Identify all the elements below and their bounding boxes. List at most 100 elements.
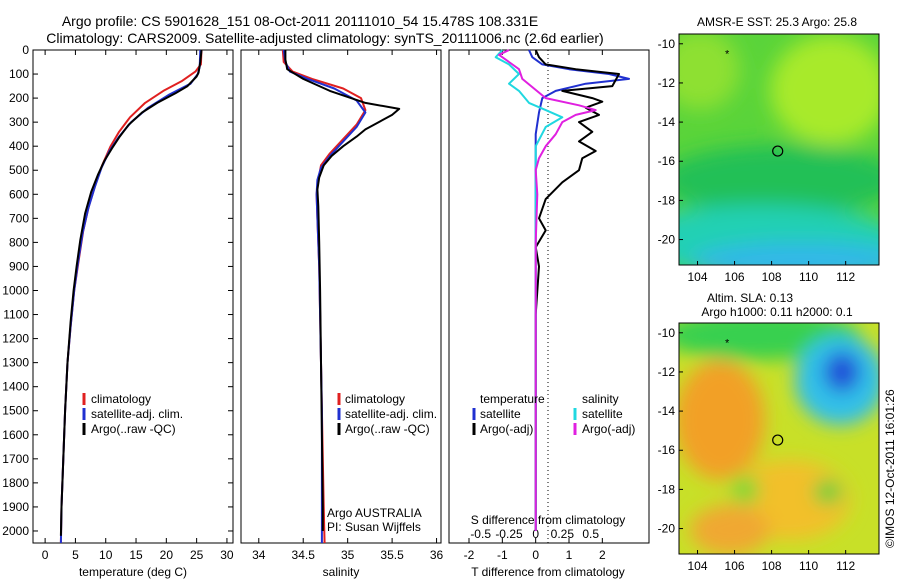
- depth-tick-label: 1600: [2, 428, 29, 442]
- x-tick-label: 15: [129, 548, 143, 562]
- sst-warm-patch: [770, 35, 879, 145]
- t-difference-xlabel: T difference from climatology: [471, 565, 625, 579]
- depth-tick-label: 1300: [2, 356, 29, 370]
- difference-axes-frame: [448, 49, 650, 544]
- depth-tick-label: 2000: [2, 524, 29, 538]
- sst-map-title: AMSR-E SST: 25.3 Argo: 25.8: [697, 15, 857, 29]
- imos-timestamp: ©IMOS 12-Oct-2011 16:01:26: [883, 389, 897, 548]
- sst-map-frame: [678, 33, 880, 266]
- depth-tick-label: 1500: [2, 404, 29, 418]
- legend-sal-satellite: satellite: [582, 407, 623, 421]
- sla-map-axes: 104 106 108 110 112 -10 -12 -14 -16 -18 -20: [658, 326, 856, 573]
- sst-heatmap: [679, 34, 879, 265]
- x-tick-label: 35: [341, 548, 355, 562]
- salinity-axes-frame: [240, 49, 442, 544]
- depth-tick-label: 1700: [2, 452, 29, 466]
- sla-lowest-patch: [824, 352, 860, 392]
- s-tick-label: 0: [532, 527, 539, 541]
- sla-high-patch: [690, 505, 770, 554]
- depth-tick-label: 1200: [2, 332, 29, 346]
- depth-tick-label: 200: [9, 91, 29, 105]
- map-x-tick-label: 106: [725, 559, 745, 573]
- series-line-temperature-argo: [534, 49, 620, 531]
- t-difference-axis: -2 -1 0 1 2: [464, 50, 606, 562]
- depth-tick-label: 1800: [2, 476, 29, 490]
- sst-warm-patch: [679, 34, 740, 110]
- temperature-axis: 0 5 10 15 20 25 30: [42, 50, 234, 562]
- legend-label-satellite: satellite-adj. clim.: [91, 407, 183, 421]
- s-tick-label: 0.25: [551, 527, 575, 541]
- map-x-tick-label: 108: [762, 270, 782, 284]
- sst-cool-band: [679, 145, 879, 215]
- sla-map-frame: [678, 322, 880, 555]
- map-y-tick-label: -12: [658, 365, 676, 379]
- depth-tick-label: 1400: [2, 380, 29, 394]
- map-y-tick-label: -12: [658, 76, 676, 90]
- depth-tick-label: 700: [9, 211, 29, 225]
- sst-map-axes: 104 106 108 110 112 -10 -12 -14 -16 -18 -20: [658, 37, 856, 284]
- legend-temp-satellite: satellite: [480, 407, 521, 421]
- depth-tick-label: 400: [9, 139, 29, 153]
- legend-label-climatology: climatology: [91, 392, 151, 406]
- salinity-series: [281, 49, 401, 544]
- salinity-xlabel: salinity: [323, 565, 360, 579]
- annotation-argo-australia: Argo AUSTRALIA: [327, 506, 422, 520]
- x-tick-label: 2: [599, 548, 606, 562]
- map-y-tick-label: -10: [658, 37, 676, 51]
- sla-mid-patch: [731, 476, 759, 504]
- header-line-1: Argo profile: CS 5901628_151 08-Oct-2011…: [62, 13, 538, 29]
- s-difference-xlabel: S difference from climatology: [471, 513, 626, 527]
- map-y-tick-label: -20: [658, 522, 676, 536]
- map-x-tick-label: 110: [799, 559, 818, 573]
- x-tick-label: 30: [220, 548, 234, 562]
- difference-panel: -2 -1 0 1 2 -0.5 -0.25 0 0.25 0.5 S difference f…: [448, 49, 650, 579]
- argo-location-marker: [772, 145, 784, 157]
- x-tick-label: 0: [42, 548, 49, 562]
- temperature-legend: climatology satellite-adj. clim. Argo(..…: [82, 392, 183, 436]
- map-x-tick-label: 110: [799, 270, 818, 284]
- sla-map-title-2: Argo h1000: 0.11 h2000: 0.1: [701, 305, 853, 319]
- map-x-tick-label: 112: [836, 270, 855, 284]
- depth-tick-label: 300: [9, 115, 29, 129]
- depth-tick-label: 500: [9, 163, 29, 177]
- legend-label-argo: Argo(..raw -QC): [91, 422, 176, 436]
- x-tick-label: 34: [252, 548, 266, 562]
- sla-map-markers: *: [725, 338, 784, 446]
- s-tick-label: 0.5: [582, 527, 599, 541]
- x-tick-label: 36: [430, 548, 444, 562]
- x-tick-label: 34.5: [292, 548, 316, 562]
- sst-cold-band: [690, 242, 879, 265]
- difference-series: [494, 49, 630, 531]
- s-tick-label: -0.5: [470, 527, 491, 541]
- series-line-argo-raw-qc-: [284, 50, 401, 531]
- sla-heatmap: [679, 323, 879, 554]
- map-x-tick-label: 106: [725, 270, 745, 284]
- depth-tick-label: 900: [9, 259, 29, 273]
- temperature-axes-frame: [32, 49, 234, 544]
- x-tick-label: 0: [532, 548, 539, 562]
- series-line-salinity-argo: [498, 49, 597, 531]
- salinity-panel: 34 34.5 35 35.5 36 salinity climatology sate…: [240, 49, 444, 579]
- legend-temperature-title: temperature: [480, 392, 545, 406]
- map-x-tick-label: 104: [688, 559, 708, 573]
- depth-tick-label: 1900: [2, 500, 29, 514]
- series-line-argo-raw-qc-: [59, 49, 203, 536]
- depth-tick-label: 100: [9, 67, 29, 81]
- x-tick-label: 5: [72, 548, 79, 562]
- sla-map-panel: Altim. SLA: 0.13 Argo h1000: 0.11 h2000:…: [658, 291, 880, 573]
- annotation-pi: PI: Susan Wijffels: [327, 520, 421, 534]
- difference-legend: temperature satellite Argo(-adj) salinit…: [472, 392, 635, 436]
- series-line-salinity-satellite: [494, 49, 564, 531]
- s-difference-axis: -0.5 -0.25 0 0.25 0.5: [470, 527, 599, 541]
- sst-map-panel: AMSR-E SST: 25.3 Argo: 25.8 104 106 108 110…: [658, 15, 880, 284]
- depth-tick-label: 600: [9, 187, 29, 201]
- legend-temp-argo: Argo(-adj): [480, 422, 533, 436]
- x-tick-label: -2: [464, 548, 475, 562]
- x-tick-label: 25: [190, 548, 204, 562]
- map-y-tick-label: -18: [658, 482, 676, 496]
- argo-location-marker: [772, 434, 784, 446]
- map-x-tick-label: 112: [836, 559, 855, 573]
- map-y-tick-label: -16: [658, 154, 676, 168]
- depth-tick-label: 1100: [3, 308, 29, 322]
- sla-high-patch: [679, 360, 765, 480]
